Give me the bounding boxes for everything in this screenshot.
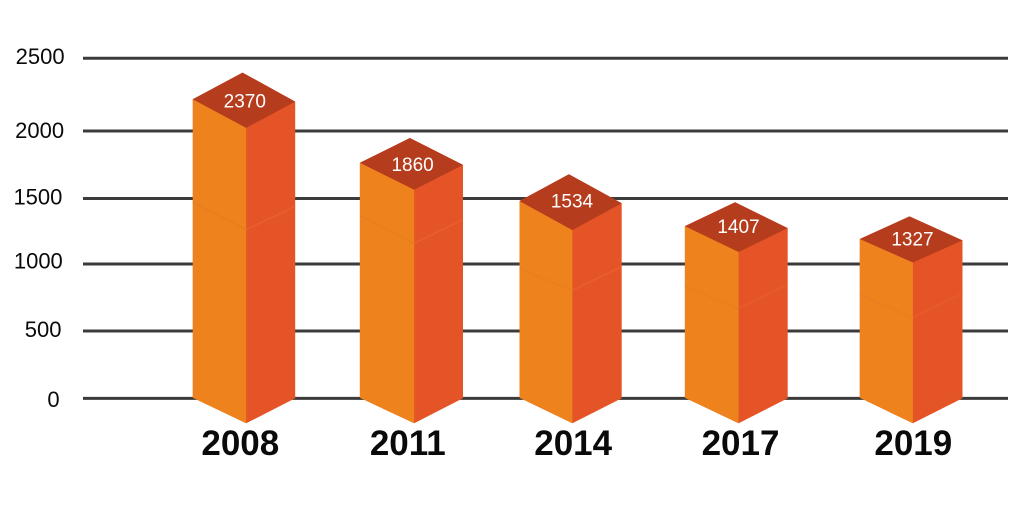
svg-text:500: 500 [25,317,62,342]
svg-text:2000: 2000 [15,118,64,143]
svg-text:0: 0 [47,387,59,412]
svg-text:2500: 2500 [16,44,65,69]
svg-text:1327: 1327 [891,230,933,251]
svg-text:1860: 1860 [391,155,433,176]
svg-text:2014: 2014 [534,424,612,463]
svg-text:1000: 1000 [14,249,63,274]
svg-text:2370: 2370 [224,91,266,112]
svg-text:2008: 2008 [201,424,279,463]
svg-text:2017: 2017 [702,424,780,463]
svg-text:1534: 1534 [551,192,594,213]
svg-text:2011: 2011 [370,424,446,463]
svg-text:1500: 1500 [13,184,62,209]
svg-text:2019: 2019 [874,424,952,463]
svg-text:1407: 1407 [717,217,759,238]
